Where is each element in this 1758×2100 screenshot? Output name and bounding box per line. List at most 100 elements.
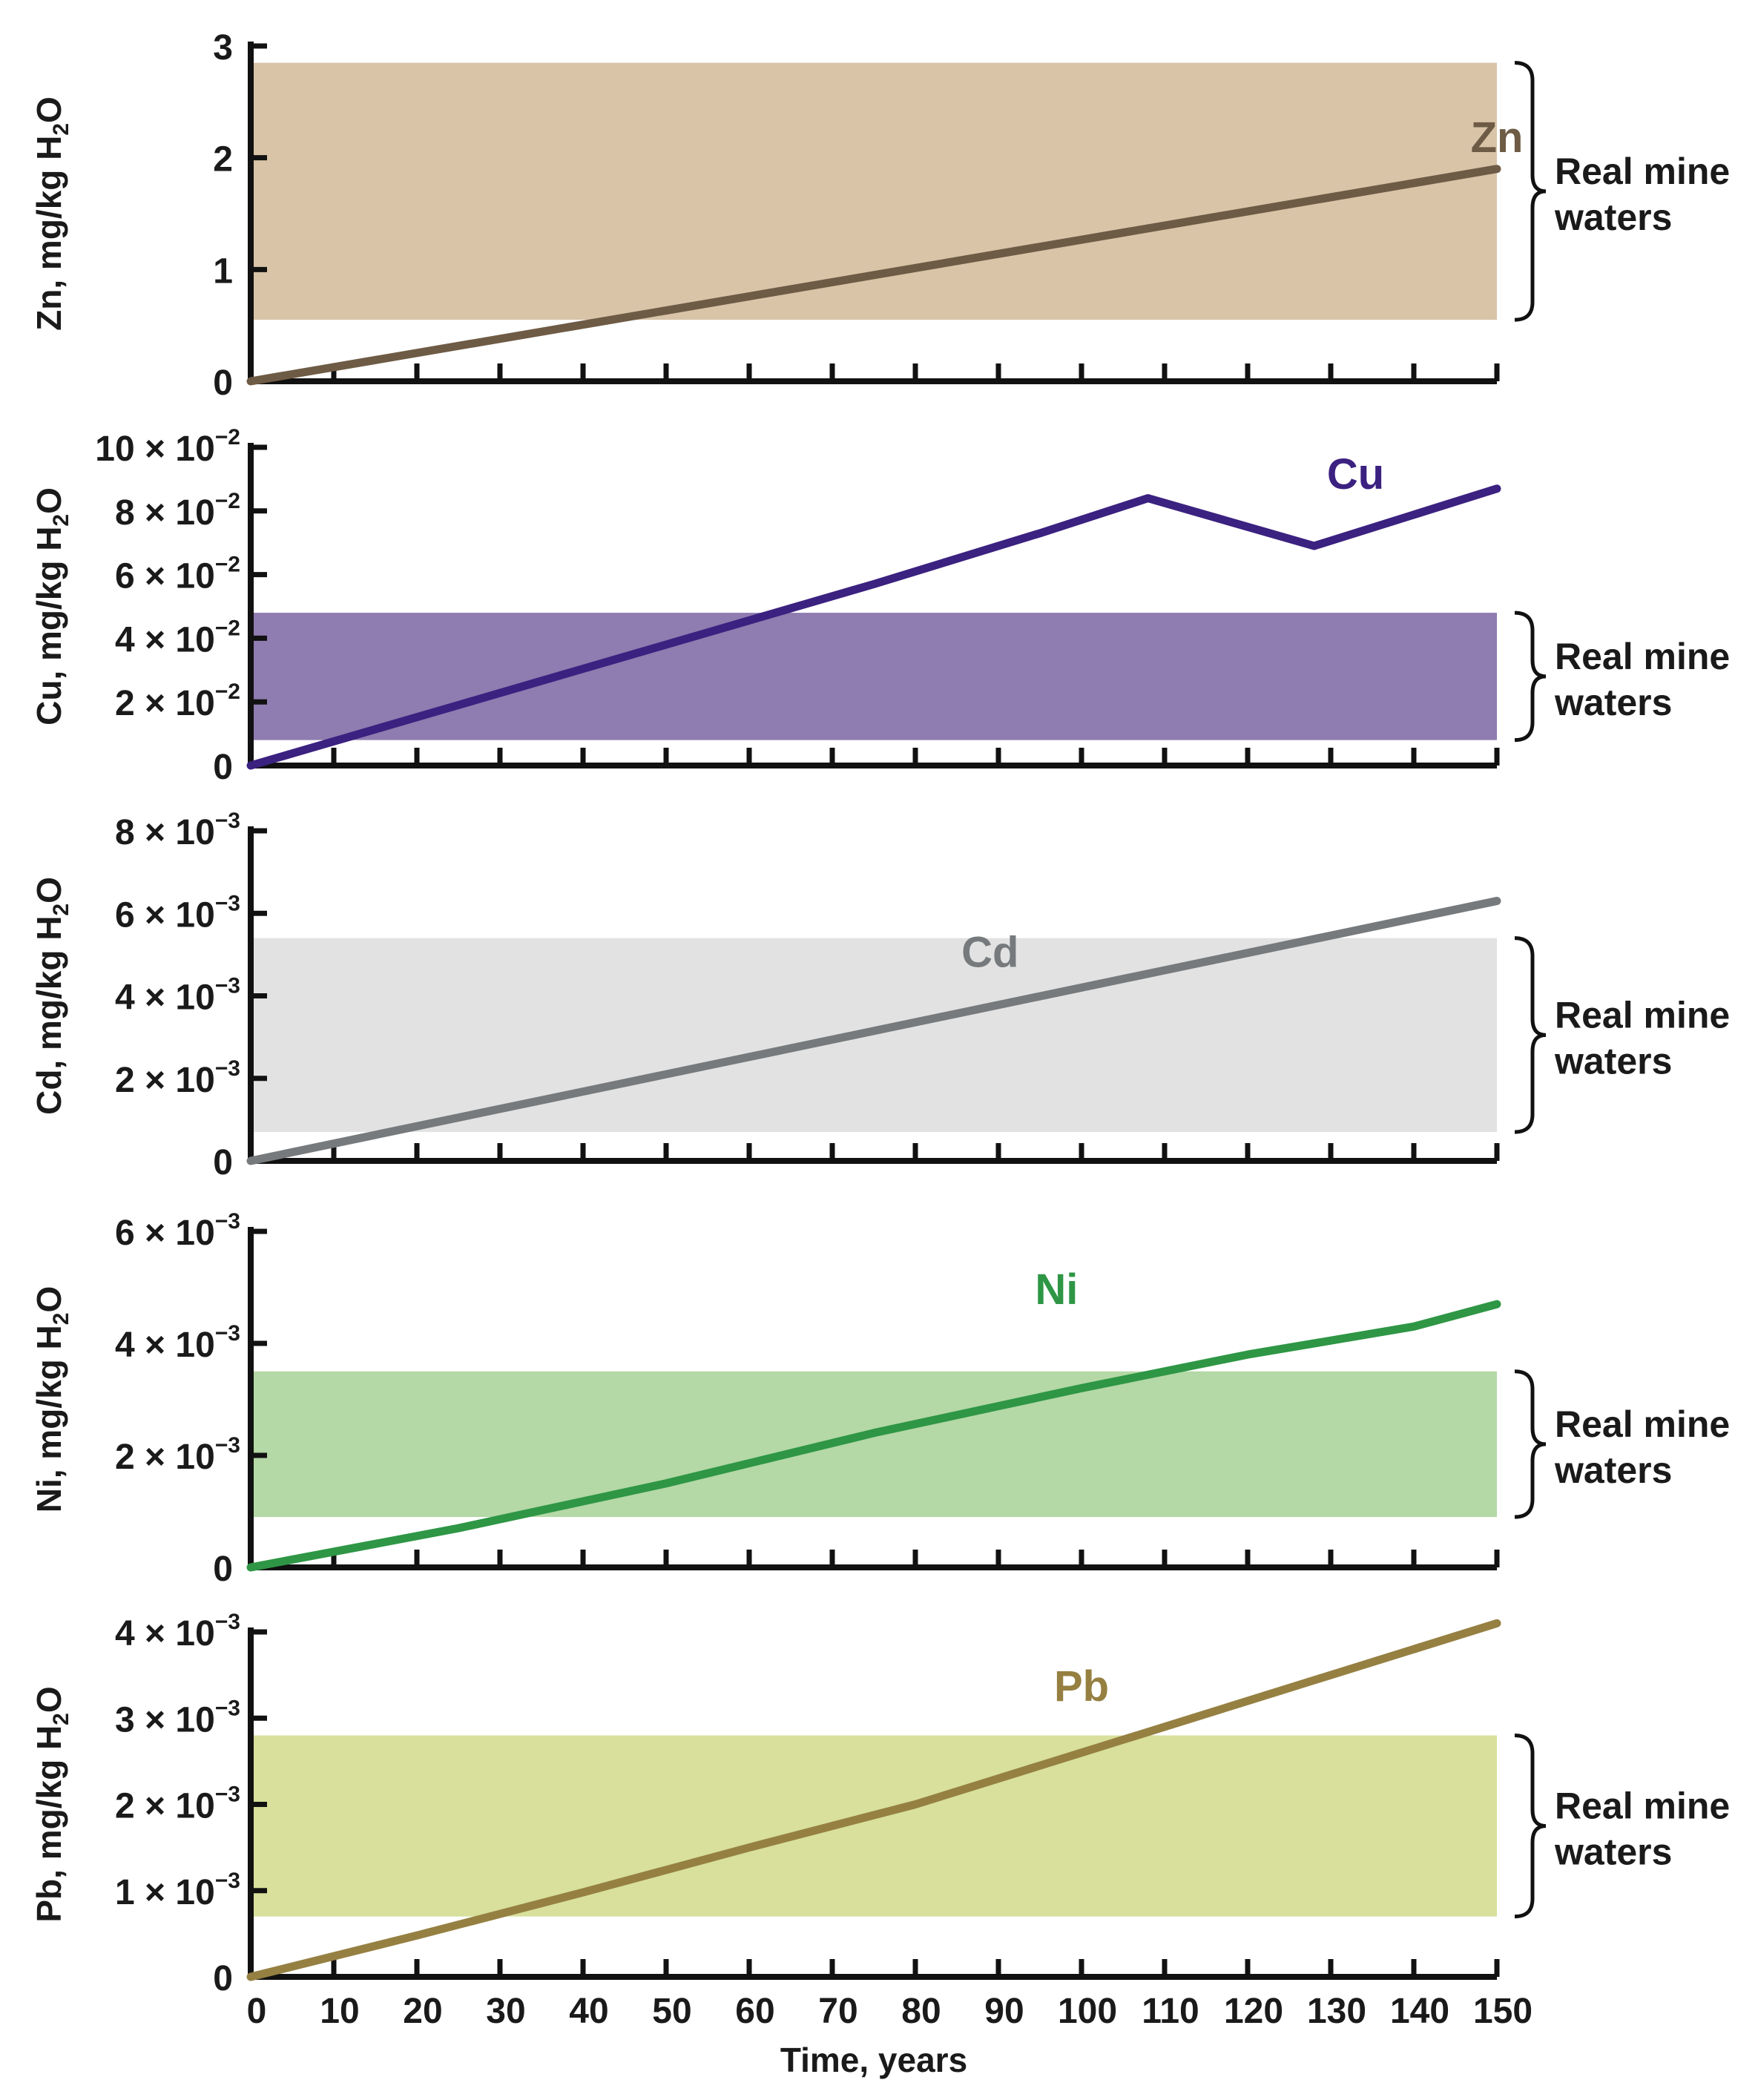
y-tick-label: 4 × 10−3: [115, 974, 240, 1018]
series-line-cd: [246, 897, 1501, 1165]
y-tick-label: 2: [213, 140, 233, 180]
y-axis-title-sub: 2: [49, 123, 73, 136]
y-axis-title-main: Cu, mg/kg H: [30, 527, 68, 725]
y-tick-exponent: −3: [215, 1209, 240, 1234]
y-axis-title-main: Zn, mg/kg H: [30, 136, 68, 331]
y-tick-mantissa: 10 × 10: [95, 429, 214, 469]
y-tick-label: 3: [213, 28, 233, 68]
band-label-line1: Real mine: [1555, 1785, 1730, 1827]
y-tick-exponent: −2: [215, 553, 240, 577]
y-axis-title-main: Ni, mg/kg H: [30, 1325, 68, 1513]
x-axis-title: Time, years: [780, 2041, 967, 2079]
y-tick-label: 4 × 10−3: [115, 1321, 240, 1365]
y-tick-exponent: −3: [215, 1696, 240, 1720]
y-tick-exponent: −3: [215, 809, 240, 833]
y-tick-mantissa: 6 × 10: [115, 1214, 215, 1253]
y-tick-label: 8 × 10−2: [115, 489, 240, 533]
y-axis-title: Cd, mg/kg H2O: [30, 877, 73, 1115]
band-label-line1: Real mine: [1555, 636, 1730, 677]
band-brace: [1514, 1369, 1547, 1519]
y-axis-title: Ni, mg/kg H2O: [30, 1286, 73, 1513]
x-tick-label: 50: [652, 1992, 691, 2031]
x-tick-label: 30: [486, 1992, 525, 2031]
panel-pb: 01 × 10−32 × 10−33 × 10−34 × 10−3Pb, mg/…: [30, 1610, 1730, 1998]
y-tick-mantissa: 4 × 10: [115, 1614, 215, 1653]
y-tick-exponent: −3: [215, 1869, 240, 1893]
band-brace: [1514, 936, 1547, 1134]
band-label-line2: waters: [1554, 1040, 1672, 1082]
y-tick-mantissa: 4 × 10: [115, 978, 215, 1018]
y-tick-mantissa: 4 × 10: [115, 1326, 215, 1365]
y-tick-label: 4 × 10−2: [115, 616, 240, 659]
band-label-line2: waters: [1554, 682, 1672, 723]
y-tick-label: 0: [213, 363, 233, 403]
y-tick-label: 6 × 10−2: [115, 553, 240, 596]
real-mine-waters-band: [251, 1371, 1497, 1518]
x-tick-label: 0: [247, 1992, 267, 2031]
y-tick-exponent: −3: [215, 974, 240, 998]
y-tick-mantissa: 2 × 10: [115, 1061, 215, 1100]
y-axis-title-sub: 2: [49, 903, 73, 916]
real-mine-waters-band: [251, 1735, 1497, 1917]
series-line-pb: [246, 1619, 1501, 1981]
series-line-ni: [246, 1300, 1501, 1572]
y-axis-title-sub: 2: [49, 514, 73, 527]
band-brace: [1514, 61, 1547, 322]
y-tick-label: 2 × 10−3: [115, 1783, 240, 1826]
y-tick-label: 1: [213, 251, 233, 291]
y-axis-title-sub: 2: [49, 1713, 73, 1725]
band-label-line2: waters: [1554, 197, 1672, 238]
y-tick-label: 3 × 10−3: [115, 1696, 240, 1739]
x-tick-label: 40: [569, 1992, 608, 2031]
y-axis-title-end: O: [30, 1286, 68, 1313]
y-tick-exponent: −3: [215, 1610, 240, 1634]
real-mine-waters-band: [251, 62, 1497, 320]
y-tick-exponent: −3: [215, 1783, 240, 1807]
y-axis-title-end: O: [30, 1686, 68, 1713]
y-tick-label: 2 × 10−3: [115, 1433, 240, 1477]
x-tick-label: 60: [735, 1992, 774, 2031]
y-axis-title-end: O: [30, 487, 68, 514]
y-tick-mantissa: 4 × 10: [115, 620, 215, 659]
y-tick-exponent: −2: [215, 489, 240, 513]
series-line-zn: [246, 165, 1501, 386]
panel-zn: 0 1 2 3 Zn, mg/kg H2O Zn Real mine waters: [30, 28, 1730, 403]
band-label-line1: Real mine: [1555, 994, 1730, 1036]
panel-cd: 02 × 10−34 × 10−36 × 10−38 × 10−3Cd, mg/…: [30, 809, 1730, 1182]
x-tick-label: 80: [901, 1992, 941, 2031]
y-axis-title-end: O: [30, 877, 68, 903]
band-brace: [1514, 610, 1547, 743]
y-tick-exponent: −3: [215, 1433, 240, 1458]
y-tick-label: 0: [213, 1143, 233, 1182]
panel-cu: 02 × 10−24 × 10−26 × 10−28 × 10−210 × 10…: [30, 425, 1730, 787]
band-brace: [1514, 1734, 1547, 1919]
x-axis: 0 10 20 30 40 50 60 70 80 90 100 110 120 130 140 150 Tim…: [247, 1992, 1533, 2079]
y-tick-label: 1 × 10−3: [115, 1869, 240, 1912]
x-tick-label: 90: [984, 1992, 1024, 2031]
band-label-line1: Real mine: [1555, 151, 1730, 192]
y-axis-title-sub: 2: [49, 1313, 73, 1326]
y-axis-title: Zn, mg/kg H2O: [30, 96, 73, 331]
y-tick-mantissa: 2 × 10: [115, 684, 215, 723]
band-label-line1: Real mine: [1555, 1403, 1730, 1445]
y-tick-label: 2 × 10−2: [115, 679, 240, 723]
series-label-zn: Zn: [1471, 113, 1524, 162]
y-tick-label: 0: [213, 748, 233, 787]
y-tick-mantissa: 8 × 10: [115, 813, 215, 852]
y-tick-exponent: −2: [215, 679, 240, 704]
y-tick-mantissa: 1 × 10: [115, 1873, 215, 1912]
y-tick-label: 6 × 10−3: [115, 1209, 240, 1253]
y-axis-title: Cu, mg/kg H2O: [30, 487, 73, 725]
y-axis-title-main: Cd, mg/kg H: [30, 916, 68, 1115]
y-tick-mantissa: 2 × 10: [115, 1438, 215, 1477]
x-tick-label: 100: [1058, 1992, 1117, 2031]
real-mine-waters-band: [251, 613, 1497, 740]
y-tick-label: 4 × 10−3: [115, 1610, 240, 1653]
y-tick-exponent: −3: [215, 891, 240, 915]
series-label-ni: Ni: [1035, 1265, 1078, 1314]
y-axis-title-main: Pb, mg/kg H: [30, 1725, 68, 1923]
series-label-pb: Pb: [1054, 1662, 1109, 1711]
band-label-line2: waters: [1554, 1831, 1672, 1873]
y-tick-mantissa: 8 × 10: [115, 493, 215, 533]
y-tick-label: 8 × 10−3: [115, 809, 240, 852]
